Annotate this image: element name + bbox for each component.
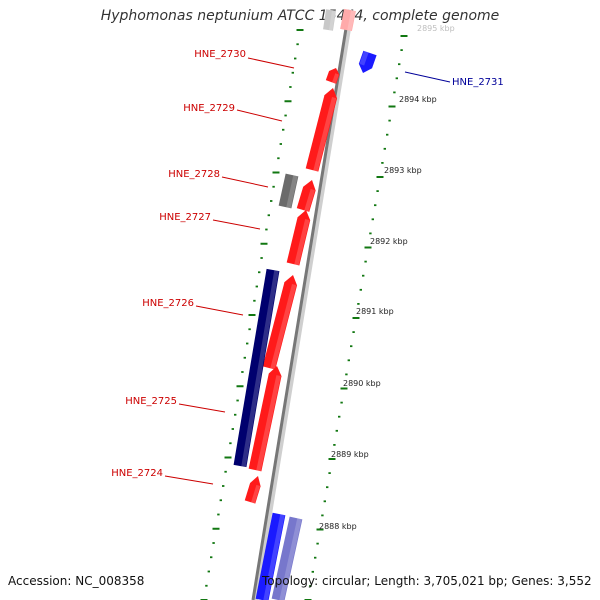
- gene-HNE_2726-block: [233, 268, 280, 468]
- gene-bottom-blue-a: [255, 512, 286, 600]
- scale-label: 2888 kbp: [319, 522, 357, 531]
- gene-HNE_2730-arrow: [325, 68, 340, 84]
- scale-labels: 2895 kbp 2894 kbp 2893 kbp 2892 kbp 2891 kbp…: [319, 24, 455, 531]
- gene-HNE_2728-pseudo-highlight: [286, 175, 298, 209]
- gene-label-HNE_2726[interactable]: HNE_2726: [142, 298, 194, 309]
- gene-HNE_2729-arrow-highlight: [313, 97, 337, 172]
- gene-leader-line: [404, 71, 451, 83]
- gene-HNE_2731-arrow-highlight: [359, 50, 369, 66]
- scale-label: 2890 kbp: [343, 379, 381, 388]
- gene-leader-line: [164, 475, 214, 485]
- scale-label: 2895 kbp: [417, 24, 455, 33]
- gene-HNE_2728-arrow: [296, 180, 316, 212]
- gene-HNE_2728-arrow-highlight: [304, 188, 316, 212]
- gene-label-HNE_2724[interactable]: HNE_2724: [111, 468, 163, 479]
- gene-HNE_2726-fwd-arrow-highlight: [270, 284, 297, 370]
- scale-label: 2889 kbp: [331, 450, 369, 459]
- gene-HNE_2731-arrow: [358, 50, 377, 73]
- scale-label: 2892 kbp: [370, 237, 408, 246]
- gene-leader-line: [247, 57, 295, 69]
- gene-partial-top-pink: [340, 8, 356, 32]
- map-title: Hyphomonas neptunium ATCC 15444, complet…: [100, 8, 500, 24]
- gene-label-HNE_2727[interactable]: HNE_2727: [159, 212, 211, 223]
- gene-partial-top-pink-highlight: [347, 10, 356, 32]
- scale-ticks-inner: [200, 29, 304, 600]
- gene-HNE_2726-fwd-arrow: [262, 275, 298, 370]
- gene-partial-top-grey-highlight: [328, 10, 336, 31]
- gene-leader-line: [178, 403, 226, 413]
- scale-ticks-outer: [304, 35, 408, 600]
- gene-features: [233, 8, 377, 600]
- topology-summary: Topology: circular; Length: 3,705,021 bp…: [262, 574, 592, 588]
- gene-leader-line: [221, 176, 269, 188]
- gene-leader-line: [236, 109, 283, 122]
- gene-label-HNE_2730[interactable]: HNE_2730: [194, 49, 246, 60]
- gene-label-HNE_2731[interactable]: HNE_2731: [452, 77, 504, 88]
- gene-HNE_2725-arrow: [248, 366, 282, 472]
- gene-HNE_2726-block-highlight: [241, 270, 279, 467]
- gene-labels: HNE_2730 HNE_2729 HNE_2728 HNE_2727 HNE_2726…: [111, 49, 504, 485]
- gene-leader-line: [195, 305, 244, 316]
- gene-bottom-blue-b: [271, 516, 303, 600]
- gene-label-HNE_2725[interactable]: HNE_2725: [125, 396, 177, 407]
- gene-HNE_2725-arrow-highlight: [256, 375, 281, 472]
- scale-label: 2891 kbp: [356, 307, 394, 316]
- gene-HNE_2730-arrow-highlight: [332, 73, 339, 84]
- gene-HNE_2729-arrow: [305, 88, 338, 172]
- gene-HNE_2727-arrow-highlight: [294, 219, 310, 266]
- accession-text: Accession: NC_008358: [8, 574, 145, 588]
- genome-backbone-shadow: [252, 9, 354, 600]
- scale-label: 2894 kbp: [399, 95, 437, 104]
- gene-HNE_2728-pseudo: [278, 173, 299, 209]
- gene-HNE_2724-arrow-highlight: [251, 484, 261, 504]
- gene-HNE_2727-arrow: [286, 210, 311, 266]
- gene-bottom-blue-b-highlight: [279, 518, 302, 600]
- gene-partial-top-grey: [323, 9, 336, 31]
- gene-leader-line: [212, 219, 261, 230]
- gene-label-HNE_2728[interactable]: HNE_2728: [168, 169, 220, 180]
- scale-label: 2893 kbp: [384, 166, 422, 175]
- gene-HNE_2724-arrow: [244, 476, 261, 504]
- gene-bottom-blue-a-highlight: [263, 514, 285, 600]
- gene-label-HNE_2729[interactable]: HNE_2729: [183, 103, 235, 114]
